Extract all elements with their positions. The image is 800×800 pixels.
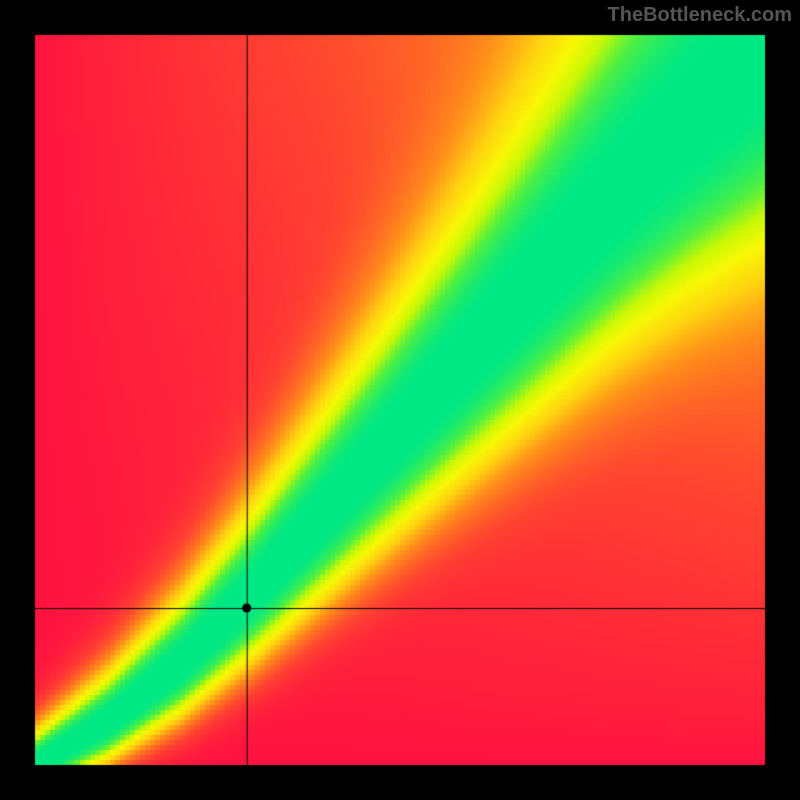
watermark-text: TheBottleneck.com [608, 4, 792, 27]
chart-container: TheBottleneck.com [0, 0, 800, 800]
bottleneck-heatmap [0, 0, 800, 800]
